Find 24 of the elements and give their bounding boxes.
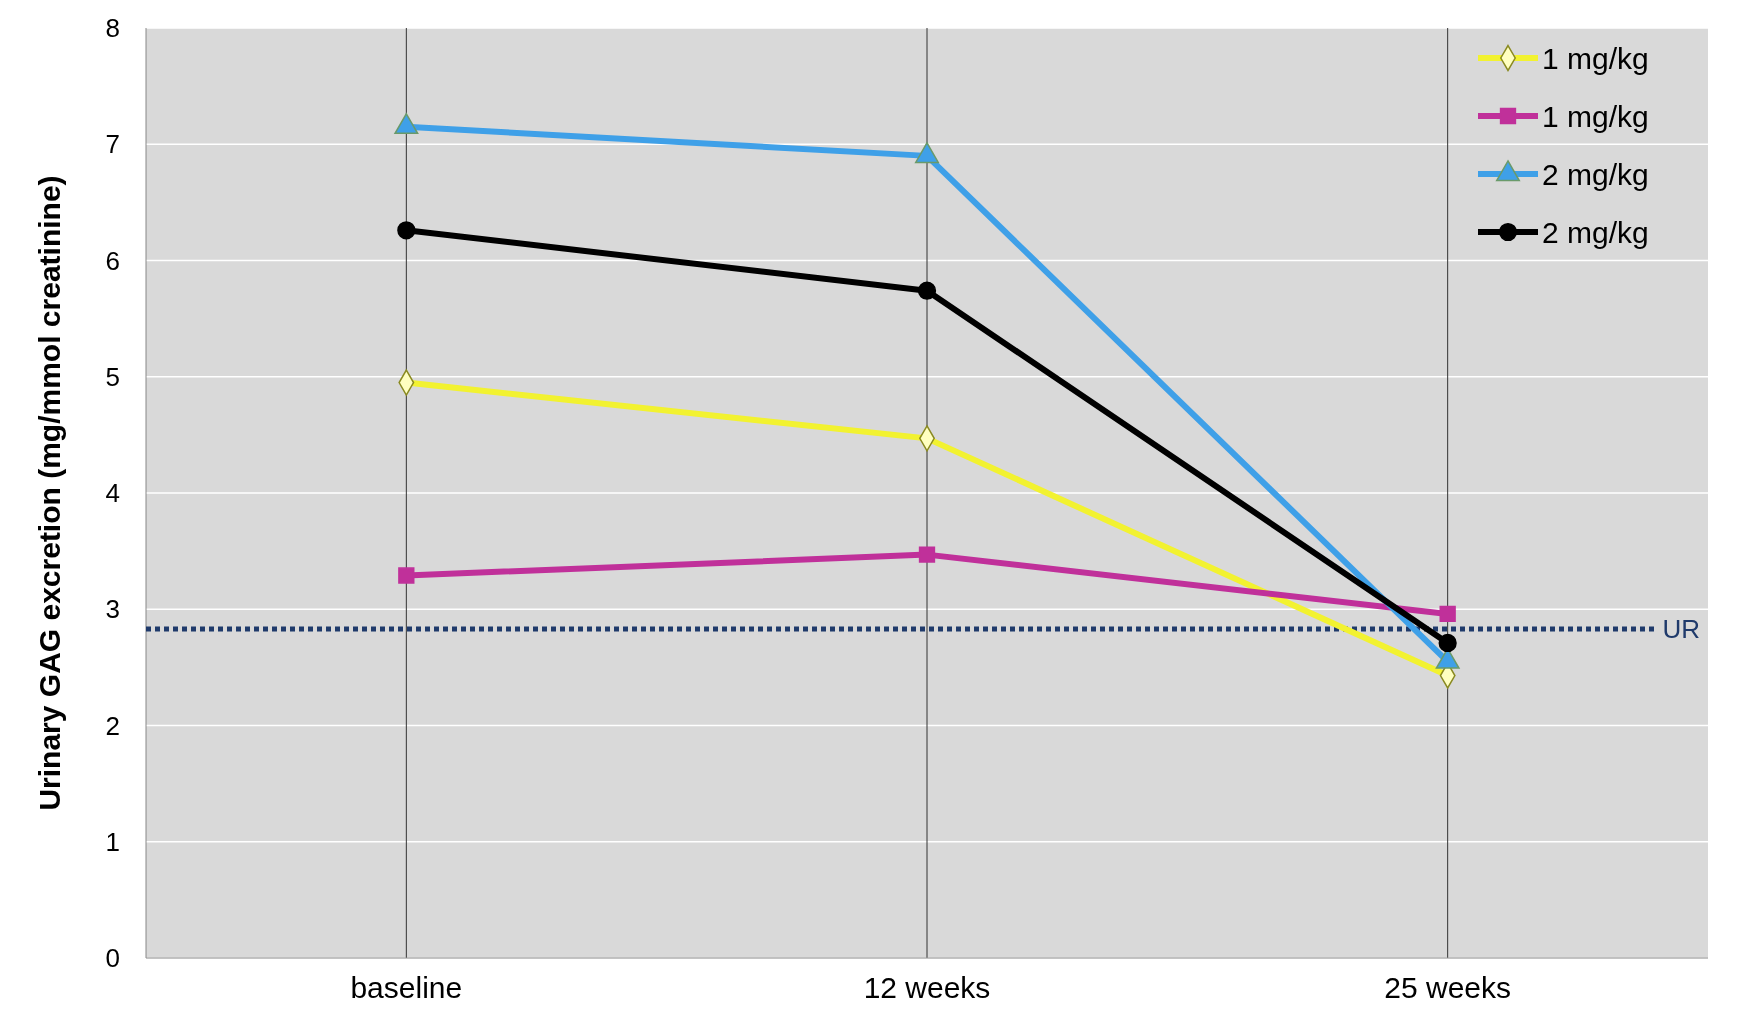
point	[397, 221, 416, 240]
y-tick-label: 8	[105, 13, 120, 44]
x-tick-label: 25 weeks	[1384, 971, 1512, 1004]
legend-label: 2 mg/kg	[1542, 215, 1649, 249]
y-tick-label: 0	[105, 943, 120, 974]
legend-label: 1 mg/kg	[1542, 41, 1649, 75]
point	[918, 546, 936, 563]
point	[1438, 633, 1457, 653]
x-tick-label: 12 weeks	[863, 971, 991, 1004]
y-tick-label: 3	[105, 594, 120, 625]
point	[398, 567, 415, 584]
y-tick-label: 1	[105, 826, 120, 857]
y-tick-label: 5	[105, 361, 120, 392]
y-tick-label: 4	[105, 478, 120, 509]
point	[1439, 605, 1456, 623]
legend-label: 1 mg/kg	[1542, 99, 1649, 133]
legend-label: 2 mg/kg	[1542, 157, 1649, 191]
point	[917, 281, 937, 300]
y-tick-label: 7	[105, 129, 120, 160]
x-tick-label: baseline	[350, 971, 463, 1004]
y-tick-label: 2	[105, 710, 120, 741]
y-axis-title: Urinary GAG excretion (mg/mmol creatinine)	[33, 175, 66, 811]
ref-line-label: UR	[1662, 614, 1700, 645]
y-tick-label: 6	[105, 245, 120, 276]
